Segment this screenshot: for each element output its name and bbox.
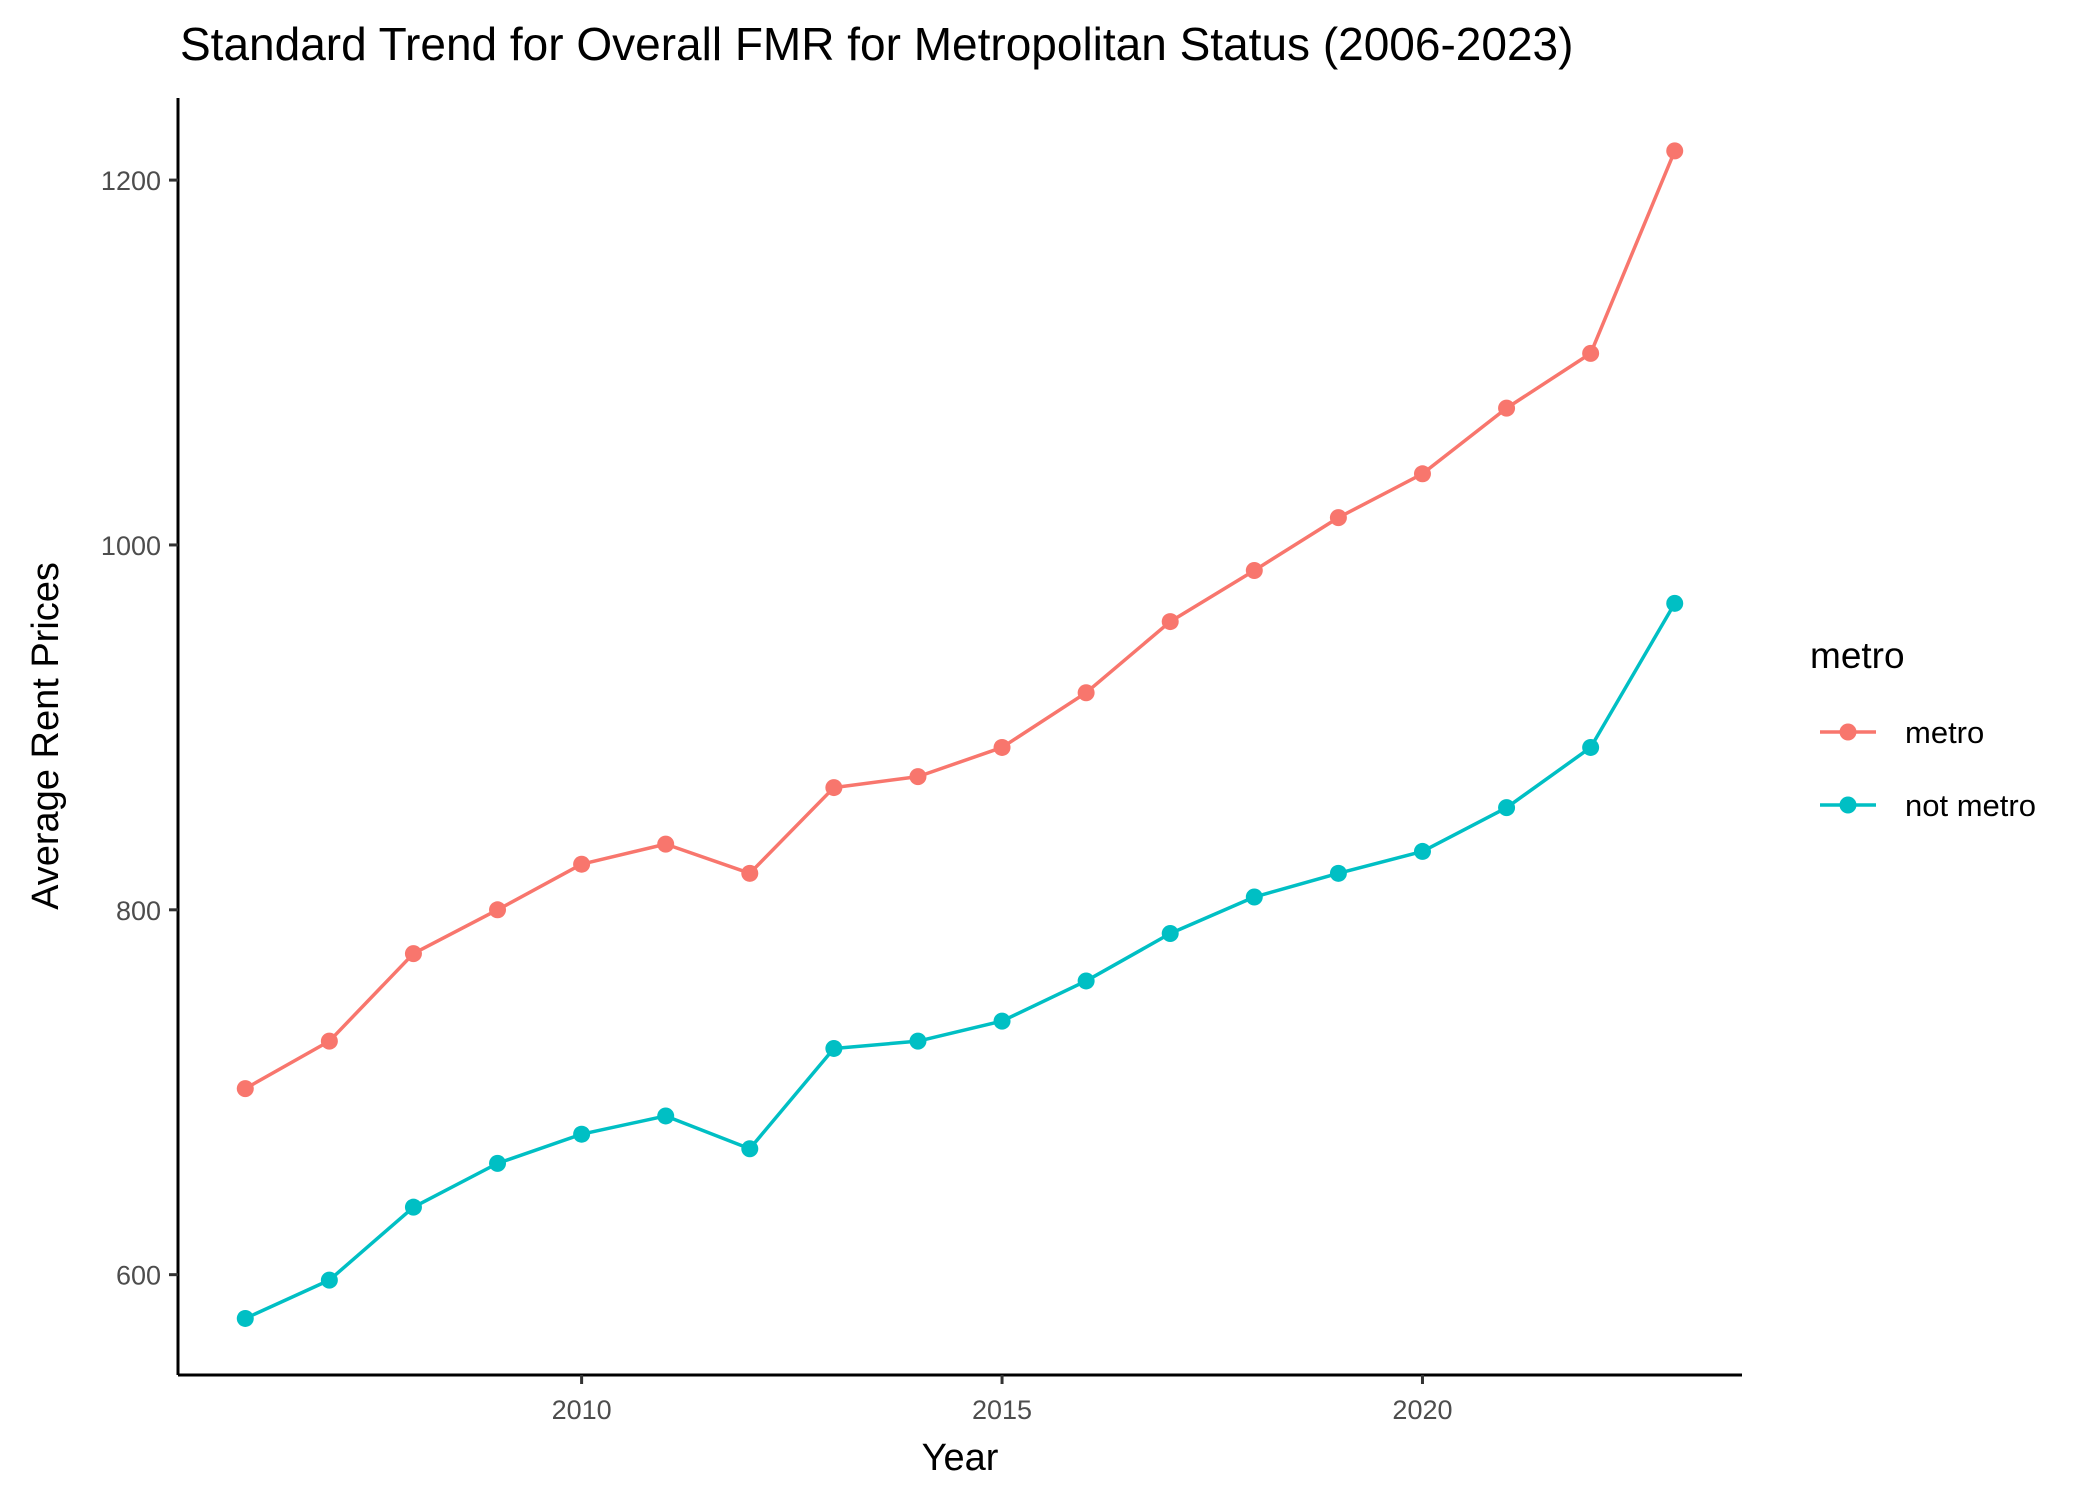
x-tick-label-2020: 2020 [1392,1395,1452,1425]
legend: metro metro not metro [1810,635,2036,823]
x-axis-title: Year [922,1437,999,1479]
data-point-metro-2012 [741,864,759,882]
data-point-metro-2016 [1077,684,1095,702]
legend-key-point-not-metro [1839,796,1857,814]
y-ticks: 600 800 1000 1200 [101,166,178,1291]
data-point-metro-2010 [573,855,591,873]
data-point-not-metro-2015 [993,1012,1011,1030]
data-point-not-metro-2006 [236,1309,254,1327]
data-point-not-metro-2018 [1245,888,1263,906]
data-point-metro-2006 [236,1080,254,1098]
legend-title: metro [1810,635,1905,676]
x-tick-label-2010: 2010 [552,1395,612,1425]
data-point-metro-2019 [1329,509,1347,527]
x-ticks: 2010 2015 2020 [552,1375,1453,1425]
legend-item-not-metro: not metro [1820,788,2036,823]
data-point-not-metro-2017 [1161,925,1179,943]
data-point-metro-2023 [1666,142,1684,160]
chart-title: Standard Trend for Overall FMR for Metro… [180,18,1573,70]
y-tick-label-1200: 1200 [101,166,161,196]
data-point-metro-2013 [825,779,843,797]
data-point-metro-2007 [320,1032,338,1050]
data-point-metro-2014 [909,768,927,786]
data-point-metro-2022 [1582,344,1600,362]
data-point-not-metro-2011 [657,1107,675,1125]
y-tick-label-1000: 1000 [101,531,161,561]
data-point-not-metro-2010 [573,1125,591,1143]
y-axis-title: Average Rent Prices [25,562,67,910]
legend-key-point-metro [1839,723,1857,741]
data-point-metro-2008 [404,945,422,963]
legend-item-metro: metro [1820,715,1984,750]
data-point-not-metro-2012 [741,1140,759,1158]
y-tick-label-600: 600 [116,1261,161,1291]
data-point-metro-2021 [1498,399,1516,417]
data-point-metro-2018 [1245,561,1263,579]
data-point-not-metro-2021 [1498,799,1516,817]
data-point-not-metro-2019 [1329,864,1347,882]
data-point-not-metro-2020 [1413,842,1431,860]
x-tick-label-2015: 2015 [972,1395,1032,1425]
data-point-not-metro-2014 [909,1032,927,1050]
series-points [236,142,1684,1327]
data-point-metro-2009 [489,901,507,919]
data-point-not-metro-2013 [825,1039,843,1057]
data-point-metro-2017 [1161,613,1179,631]
data-point-metro-2020 [1413,465,1431,483]
series-line-metro [244,150,1677,1091]
legend-label-not-metro: not metro [1905,788,2036,823]
data-point-not-metro-2023 [1666,594,1684,612]
data-point-not-metro-2008 [404,1198,422,1216]
plot-area: 600 800 1000 1200 2010 2015 2020 [101,98,1742,1425]
data-point-not-metro-2016 [1077,972,1095,990]
data-point-not-metro-2007 [320,1271,338,1289]
series-lines [244,150,1677,1321]
data-point-metro-2015 [993,738,1011,756]
y-tick-label-800: 800 [116,896,161,926]
data-point-not-metro-2009 [489,1154,507,1172]
legend-label-metro: metro [1905,715,1984,750]
series-line-not-metro [244,602,1677,1321]
data-point-not-metro-2022 [1582,738,1600,756]
data-point-metro-2011 [657,835,675,853]
